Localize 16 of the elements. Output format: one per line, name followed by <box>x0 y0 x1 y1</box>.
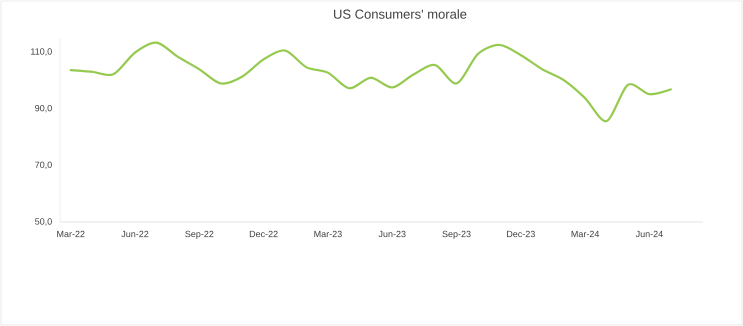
y-tick-label: 70,0 <box>35 162 52 170</box>
y-tick-label: 90,0 <box>35 104 52 112</box>
y-tick-label: 110,0 <box>31 48 52 56</box>
x-tick-label: Sep-22 <box>185 230 214 239</box>
y-tick-label: 50,0 <box>35 218 52 226</box>
x-tick-label: Mar-24 <box>572 230 600 238</box>
x-tick-label: Sep-23 <box>442 230 471 239</box>
chart-title: US Consumers' morale <box>334 9 466 19</box>
x-tick-label: Dec-22 <box>250 230 278 238</box>
x-tick-label: Jun-22 <box>121 230 148 238</box>
x-tick-label: Jun-24 <box>636 230 663 238</box>
x-tick-label: Jun-23 <box>378 230 406 238</box>
x-tick-label: Dec-23 <box>507 230 535 238</box>
line-series <box>70 42 672 122</box>
x-tick-label: Mar-23 <box>314 230 342 238</box>
x-tick-label: Mar-22 <box>57 230 85 238</box>
